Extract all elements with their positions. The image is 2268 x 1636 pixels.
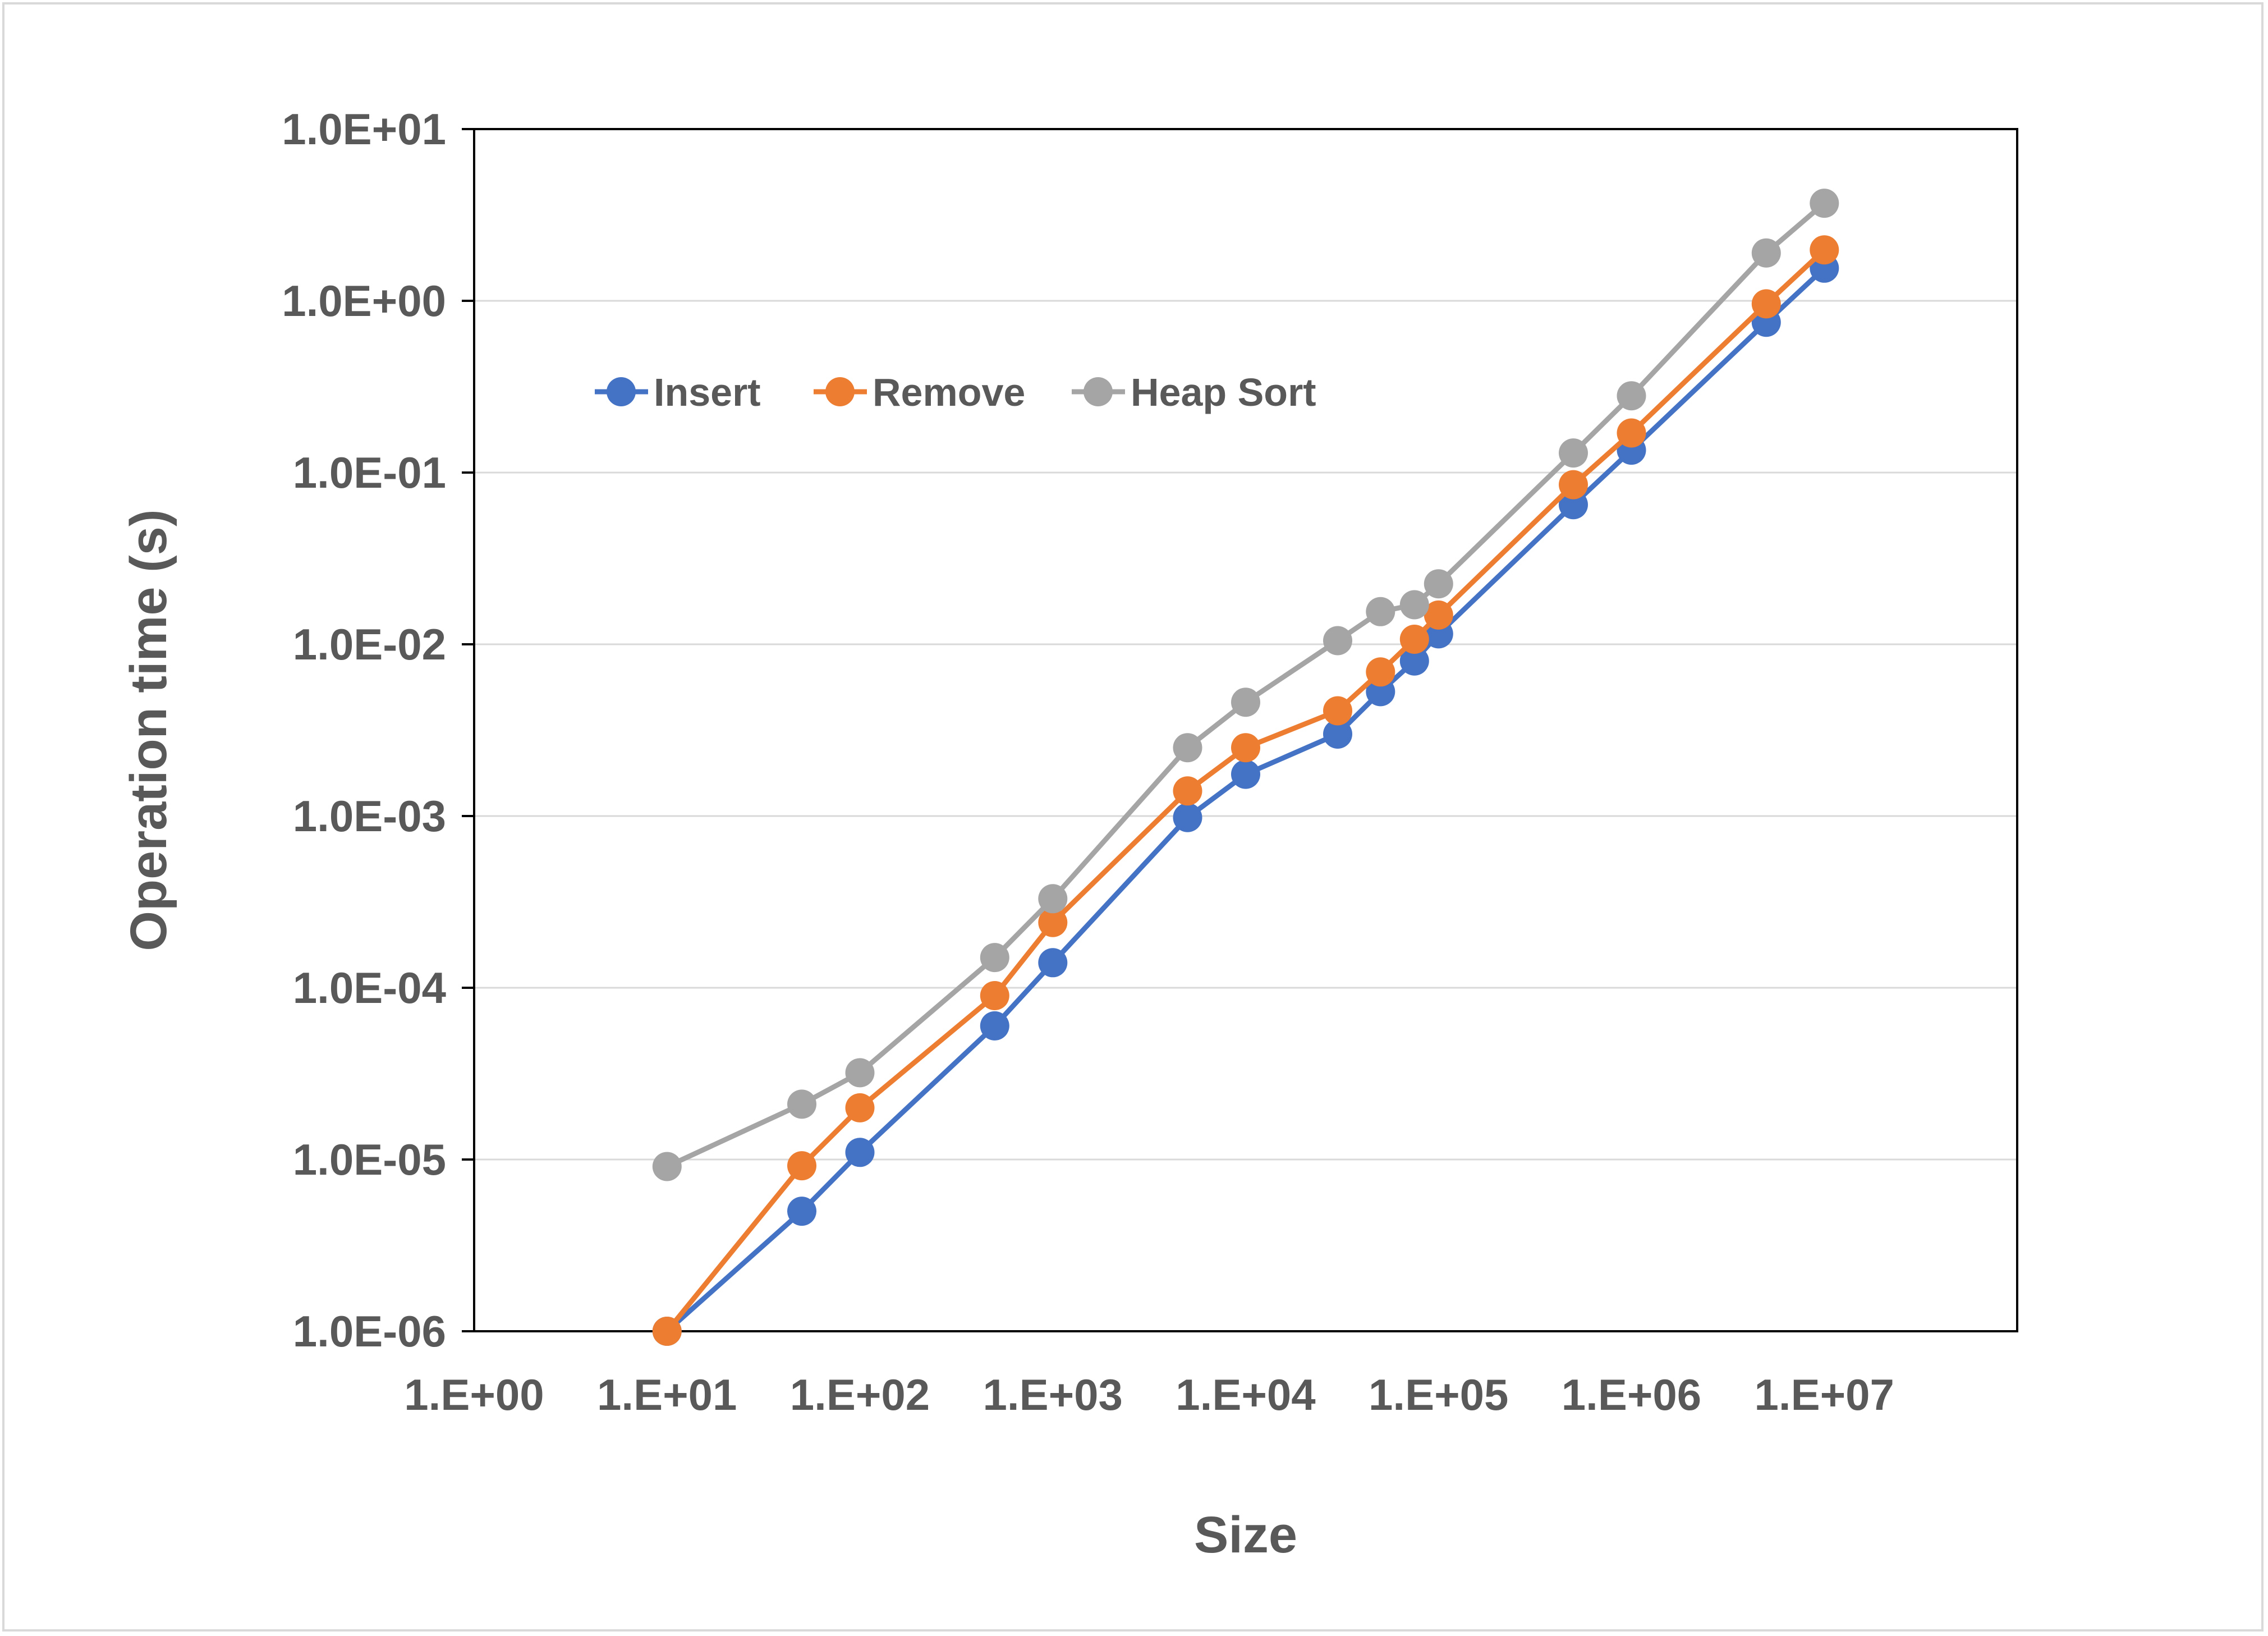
data-point bbox=[980, 1011, 1009, 1041]
data-point bbox=[1038, 908, 1068, 937]
x-axis-title: Size bbox=[1194, 1506, 1297, 1564]
series-line bbox=[665, 266, 1826, 1333]
data-point bbox=[1173, 803, 1202, 832]
y-tick-label: 1.0E-03 bbox=[293, 791, 446, 841]
x-tick-label: 1.E+05 bbox=[1369, 1370, 1508, 1419]
data-point bbox=[1323, 626, 1352, 656]
x-tick-label: 1.E+03 bbox=[983, 1370, 1123, 1419]
y-tick-label: 1.0E+00 bbox=[282, 276, 446, 326]
data-point bbox=[1231, 733, 1260, 763]
legend-marker bbox=[825, 377, 855, 406]
data-point bbox=[1424, 569, 1453, 599]
data-point bbox=[1399, 590, 1429, 620]
legend: Insert Remove Heap Sort bbox=[595, 370, 1316, 414]
data-point bbox=[1810, 235, 1839, 265]
data-point bbox=[845, 1058, 875, 1088]
data-point bbox=[787, 1089, 816, 1119]
legend-item: Remove bbox=[814, 370, 1025, 414]
legend-item: Insert bbox=[595, 370, 761, 414]
y-tick-label: 1.0E+01 bbox=[282, 104, 446, 154]
data-point bbox=[652, 1317, 682, 1346]
x-tick-label: 1.E+00 bbox=[404, 1370, 544, 1419]
x-tick-label: 1.E+02 bbox=[790, 1370, 930, 1419]
legend-marker bbox=[1084, 377, 1113, 406]
data-point bbox=[980, 981, 1009, 1010]
series-remove bbox=[652, 235, 1839, 1346]
legend-marker bbox=[607, 377, 636, 406]
data-point bbox=[652, 1152, 682, 1181]
x-tick-label: 1.E+01 bbox=[597, 1370, 737, 1419]
x-tick-label: 1.E+04 bbox=[1176, 1370, 1315, 1419]
series-layer bbox=[652, 189, 1839, 1346]
data-point bbox=[1559, 438, 1588, 468]
data-point bbox=[1231, 759, 1260, 789]
data-point bbox=[1424, 600, 1453, 630]
data-point bbox=[1038, 948, 1068, 978]
y-tick-label: 1.0E-06 bbox=[293, 1307, 446, 1356]
data-point bbox=[1559, 470, 1588, 499]
data-point bbox=[980, 943, 1009, 973]
data-point bbox=[1810, 189, 1839, 218]
data-point bbox=[1559, 490, 1588, 520]
data-point bbox=[1366, 657, 1395, 687]
data-point bbox=[1173, 776, 1202, 806]
data-point bbox=[1617, 381, 1646, 411]
legend-label: Insert bbox=[654, 370, 761, 414]
data-point bbox=[845, 1093, 875, 1122]
data-point bbox=[845, 1138, 875, 1167]
x-axis-ticks: 1.E+00 1.E+01 1.E+02 1.E+03 1.E+04 1.E+05 1.E+… bbox=[404, 1370, 1894, 1419]
series-insert bbox=[652, 253, 1839, 1346]
data-point bbox=[787, 1151, 816, 1181]
y-axis-ticks: 1.0E-06 1.0E-05 1.0E-04 1.0E-03 1.0E-02 1.0E-… bbox=[282, 104, 474, 1356]
plot-area bbox=[473, 128, 2018, 1332]
data-point bbox=[1751, 238, 1781, 268]
legend-label: Heap Sort bbox=[1131, 370, 1316, 414]
data-point bbox=[1038, 884, 1068, 914]
series-line bbox=[665, 201, 1826, 1169]
data-point bbox=[1231, 688, 1260, 717]
y-tick-label: 1.0E-02 bbox=[293, 620, 446, 669]
legend-item: Heap Sort bbox=[1072, 370, 1316, 414]
data-point bbox=[1323, 696, 1352, 726]
data-point bbox=[1323, 720, 1352, 749]
x-tick-label: 1.E+06 bbox=[1562, 1370, 1701, 1419]
data-point bbox=[1399, 625, 1429, 654]
legend-label: Remove bbox=[873, 370, 1025, 414]
data-point bbox=[1366, 597, 1395, 626]
gridlines bbox=[474, 300, 2017, 1161]
data-point bbox=[1751, 289, 1781, 319]
y-tick-label: 1.0E-01 bbox=[293, 448, 446, 497]
x-tick-label: 1.E+07 bbox=[1755, 1370, 1894, 1419]
data-point bbox=[1173, 733, 1202, 763]
series-heap-sort bbox=[652, 189, 1839, 1181]
data-point bbox=[1617, 418, 1646, 448]
data-point bbox=[1399, 646, 1429, 676]
y-tick-label: 1.0E-05 bbox=[293, 1135, 446, 1184]
data-point bbox=[787, 1197, 816, 1226]
y-axis-title: Operation time (s) bbox=[120, 509, 177, 951]
y-tick-label: 1.0E-04 bbox=[293, 963, 446, 1012]
